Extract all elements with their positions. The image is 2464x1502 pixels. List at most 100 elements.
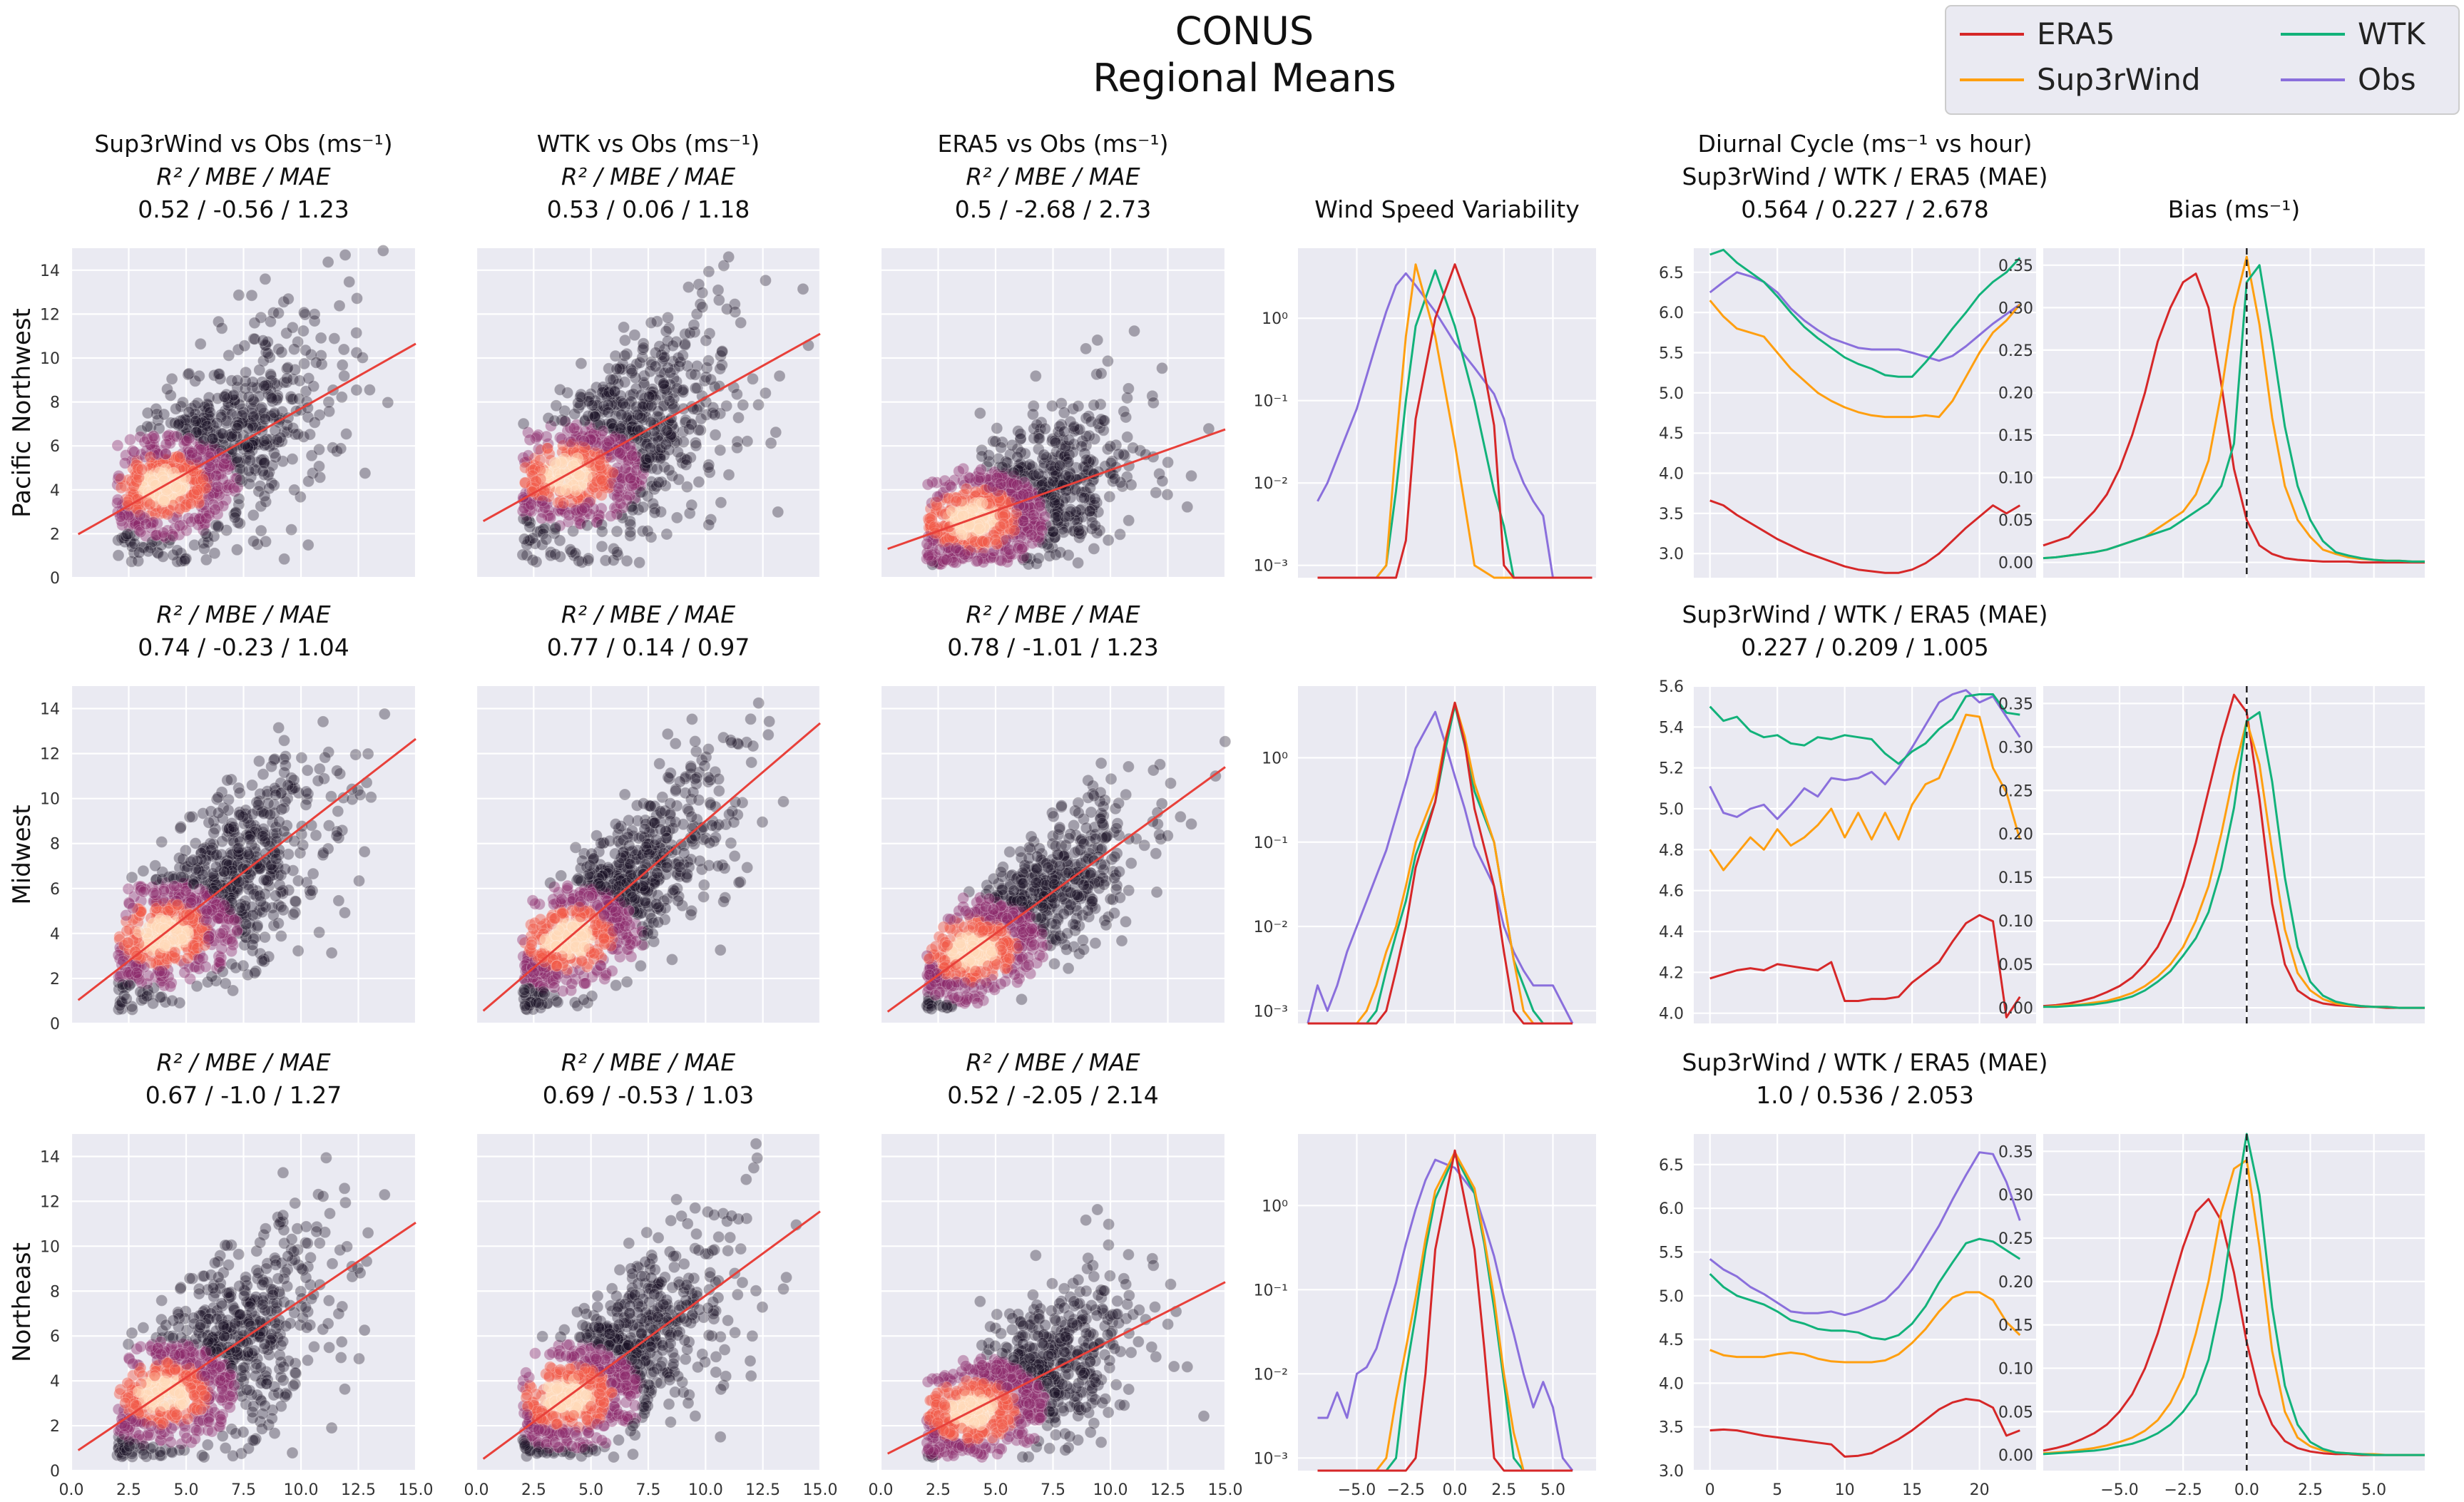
scatter-point [732, 877, 745, 889]
scatter-point [189, 837, 202, 849]
bias-pacific-northwest-bg [2043, 248, 2425, 578]
scatter-point [158, 408, 170, 421]
scatter-point [197, 523, 210, 536]
scatter-point [216, 966, 229, 978]
scatter-point [615, 409, 628, 421]
y-tick-label: 10⁻³ [1254, 558, 1288, 576]
scatter-point [1185, 469, 1197, 482]
scatter-point [190, 980, 203, 993]
scatter-point [263, 466, 276, 479]
legend-label-obs: Obs [2358, 62, 2416, 97]
scatter-point [534, 913, 547, 926]
scatter-point [330, 829, 343, 842]
scatter-point [180, 552, 193, 565]
scatter-point [618, 788, 631, 801]
scatter-point [649, 360, 662, 373]
scatter-point [266, 395, 279, 408]
scatter-point [588, 947, 600, 960]
scatter-point [772, 506, 784, 518]
metrics-wtk-pacific-northwest: 0.53 / 0.06 / 1.18 [547, 195, 750, 223]
col-title-diurnal: Diurnal Cycle (ms⁻¹ vs hour) [1698, 130, 2033, 158]
y-tick-label: 4.5 [1659, 425, 1684, 443]
scatter-point [360, 776, 373, 789]
scatter-point [661, 727, 674, 740]
scatter-point [228, 821, 240, 833]
scatter-point [300, 385, 312, 398]
scatter-point [148, 444, 161, 456]
scatter-point [576, 930, 588, 943]
scatter-point [232, 842, 245, 854]
scatter-point [1029, 369, 1042, 382]
scatter-point [301, 764, 314, 777]
scatter-point [677, 818, 690, 831]
scatter-point [637, 342, 650, 354]
scatter-point [122, 936, 134, 949]
scatter-point [200, 527, 213, 540]
scatter-point [292, 944, 305, 957]
col-title-bias: Bias (ms⁻¹) [2168, 195, 2300, 223]
scatter-point [343, 275, 356, 288]
scatter-point [143, 509, 156, 522]
scatter-point [332, 805, 344, 817]
scatter-point [322, 256, 334, 268]
scatter-point [214, 927, 227, 940]
scatter-point [132, 516, 145, 529]
scatter-point [255, 401, 268, 414]
scatter-point [313, 926, 326, 939]
scatter-point [317, 715, 329, 728]
scatter-point [115, 481, 128, 494]
metric-header-wtk-midwest: R² / MBE / MAE [561, 601, 735, 628]
scatter-point [112, 469, 125, 482]
scatter-point [173, 502, 186, 515]
scatter-point [517, 417, 530, 430]
scatter-point [250, 412, 262, 425]
scatter-point [249, 419, 262, 432]
metric-header-sup3r-midwest: R² / MBE / MAE [156, 601, 330, 628]
scatter-point [136, 541, 148, 553]
scatter-point [302, 411, 315, 424]
scatter-point [313, 460, 325, 473]
scatter-point [255, 524, 267, 537]
scatter-point [518, 476, 531, 489]
scatter-point [264, 368, 277, 381]
scatter-point [267, 439, 280, 451]
scatter-point [198, 471, 210, 484]
scatter-point [652, 916, 665, 929]
scatter-point [639, 894, 651, 907]
scatter-point [605, 965, 618, 977]
scatter-point [245, 407, 258, 419]
scatter-point [770, 426, 782, 439]
scatter-point [350, 327, 363, 339]
scatter-point [133, 460, 145, 473]
scatter-point [518, 999, 531, 1012]
scatter-point [1027, 509, 1040, 521]
scatter-point [122, 882, 135, 895]
scatter-point [1083, 505, 1096, 518]
scatter-point [1125, 479, 1138, 491]
scatter-point [149, 859, 162, 872]
metric-header-era5-pacific-northwest: R² / MBE / MAE [966, 163, 1140, 190]
scatter-point [609, 818, 622, 830]
scatter-point [242, 416, 255, 429]
scatter-point [735, 317, 747, 329]
scatter-point [377, 245, 389, 257]
metrics-era5-pacific-northwest: 0.5 / -2.68 / 2.73 [955, 195, 1152, 223]
scatter-point [334, 442, 347, 455]
scatter-point [307, 867, 319, 880]
scatter-point [308, 308, 321, 321]
scatter-point [1080, 342, 1093, 355]
scatter-point [709, 429, 722, 441]
scatter-point [650, 834, 663, 846]
scatter-point [267, 307, 280, 319]
scatter-point [191, 397, 204, 409]
scatter-point [610, 979, 623, 992]
scatter-point [168, 430, 180, 443]
scatter-point [168, 451, 180, 464]
y-tick-label: 10⁻¹ [1254, 393, 1288, 411]
scatter-point [246, 939, 259, 951]
scatter-point [268, 377, 281, 390]
scatter-point [359, 467, 372, 479]
scatter-point [206, 485, 219, 498]
scatter-point [1036, 524, 1048, 537]
